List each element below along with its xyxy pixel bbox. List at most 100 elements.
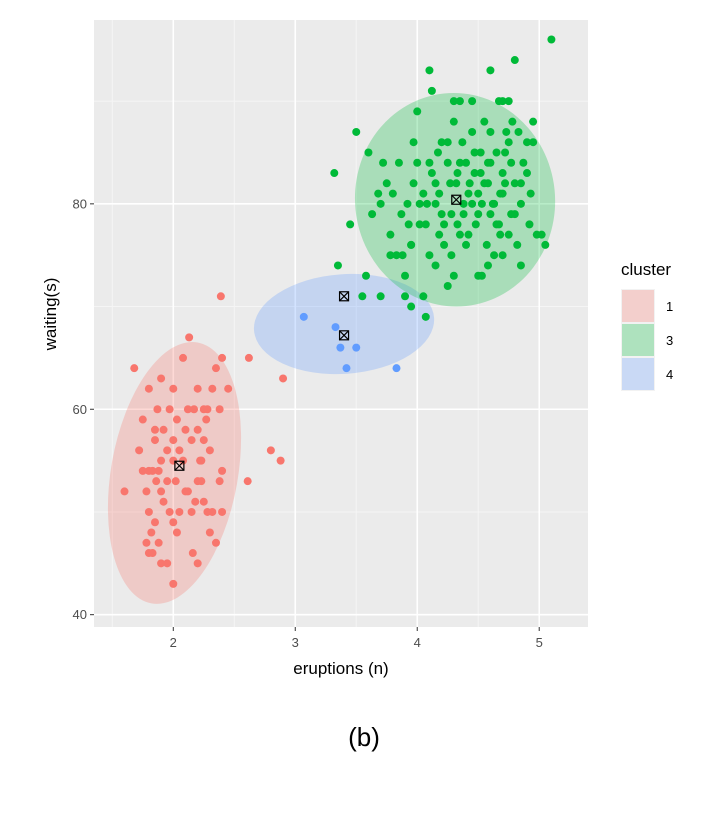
legend-label-1: 1 [666, 299, 673, 314]
data-point-cluster-3 [376, 199, 385, 208]
data-point-cluster-1 [163, 477, 172, 486]
data-point-cluster-1 [179, 353, 188, 362]
data-point-cluster-3 [471, 220, 480, 229]
data-point-cluster-1 [157, 487, 166, 496]
data-point-cluster-3 [464, 189, 473, 198]
data-point-cluster-3 [490, 199, 499, 208]
data-point-cluster-1 [150, 518, 159, 527]
data-point-cluster-1 [163, 559, 172, 568]
data-point-cluster-3 [362, 271, 371, 280]
data-point-cluster-3 [498, 169, 507, 178]
cluster-center-marker [338, 330, 350, 341]
data-point-cluster-3 [458, 138, 467, 147]
data-point-cluster-3 [392, 251, 401, 260]
data-point-cluster-3 [486, 66, 495, 75]
data-point-cluster-1 [159, 425, 168, 434]
data-point-cluster-3 [516, 199, 525, 208]
data-point-cluster-1 [244, 353, 253, 362]
data-point-cluster-1 [218, 466, 227, 475]
data-point-cluster-1 [187, 507, 196, 516]
data-point-cluster-3 [431, 199, 440, 208]
x-axis-ticks: 2 3 4 5 [170, 627, 543, 650]
y-tick-label: 60 [73, 402, 87, 417]
data-point-cluster-3 [486, 210, 495, 219]
data-point-cluster-1 [165, 405, 174, 414]
data-point-cluster-3 [330, 169, 339, 178]
data-point-cluster-3 [449, 117, 458, 126]
data-point-cluster-1 [187, 436, 196, 445]
data-point-cluster-3 [415, 220, 424, 229]
cluster-ellipse-4 [253, 273, 435, 375]
data-point-cluster-1 [169, 456, 178, 465]
data-point-cluster-3 [413, 158, 422, 167]
data-point-cluster-1 [196, 456, 205, 465]
data-point-cluster-3 [403, 199, 412, 208]
data-point-cluster-3 [498, 97, 507, 106]
data-point-cluster-3 [510, 179, 519, 188]
data-point-cluster-3 [379, 158, 388, 167]
data-point-cluster-3 [510, 210, 519, 219]
x-tick-label: 5 [536, 635, 543, 650]
legend-key-3 [622, 324, 654, 356]
data-point-cluster-1 [148, 549, 157, 558]
data-point-cluster-1 [211, 538, 220, 547]
data-point-cluster-1 [202, 415, 211, 424]
data-point-cluster-3 [394, 158, 403, 167]
data-point-cluster-1 [157, 559, 166, 568]
plot-panel [94, 20, 588, 627]
data-point-cluster-1 [130, 364, 139, 373]
legend-label-3: 3 [666, 333, 673, 348]
data-point-cluster-1 [150, 425, 159, 434]
cluster-center-marker [174, 460, 185, 471]
data-point-cluster-1 [279, 374, 288, 383]
data-point-cluster-3 [496, 189, 505, 198]
data-point-cluster-1 [175, 446, 184, 455]
data-point-cluster-1 [218, 353, 227, 362]
data-point-cluster-3 [333, 261, 342, 270]
y-axis-title: waiting(s) [41, 278, 60, 352]
data-point-cluster-3 [494, 220, 503, 229]
x-tick-label: 2 [170, 635, 177, 650]
data-point-cluster-1 [215, 477, 224, 486]
data-point-cluster-3 [401, 271, 410, 280]
data-point-cluster-3 [474, 210, 483, 219]
data-point-cluster-3 [501, 179, 510, 188]
data-point-cluster-3 [526, 189, 535, 198]
data-point-cluster-3 [523, 169, 532, 178]
data-point-cluster-3 [508, 117, 517, 126]
data-point-cluster-1 [191, 497, 200, 506]
data-point-cluster-3 [476, 148, 485, 157]
data-point-cluster-1 [138, 466, 147, 475]
data-point-cluster-3 [409, 179, 418, 188]
data-point-cluster-1 [157, 374, 166, 383]
data-point-cluster-3 [483, 179, 492, 188]
legend-key-1 [622, 290, 654, 322]
data-point-cluster-3 [496, 230, 505, 239]
legend-label-4: 4 [666, 367, 673, 382]
data-point-cluster-3 [470, 148, 479, 157]
data-point-cluster-3 [468, 97, 477, 106]
data-point-cluster-1 [266, 446, 275, 455]
data-point-cluster-3 [504, 138, 513, 147]
data-point-cluster-3 [504, 230, 513, 239]
data-point-cluster-3 [409, 138, 418, 147]
data-point-cluster-1 [142, 487, 151, 496]
data-point-cluster-3 [419, 292, 428, 301]
data-point-cluster-1 [205, 446, 214, 455]
data-point-cluster-3 [482, 240, 491, 249]
data-point-cluster-1 [183, 405, 192, 414]
data-point-cluster-3 [421, 312, 430, 321]
data-point-cluster-3 [529, 138, 538, 147]
y-axis-ticks: 40 60 80 [73, 196, 94, 622]
data-point-cluster-3 [483, 261, 492, 270]
data-point-cluster-1 [181, 487, 190, 496]
data-point-cluster-1 [169, 518, 178, 527]
data-point-cluster-3 [398, 251, 407, 260]
data-point-cluster-1 [154, 466, 163, 475]
data-point-cluster-1 [138, 415, 147, 424]
data-point-cluster-1 [152, 477, 161, 486]
legend-key-bg [621, 357, 655, 391]
data-point-cluster-1 [135, 446, 144, 455]
data-point-cluster-3 [374, 189, 383, 198]
data-point-cluster-3 [425, 66, 434, 75]
